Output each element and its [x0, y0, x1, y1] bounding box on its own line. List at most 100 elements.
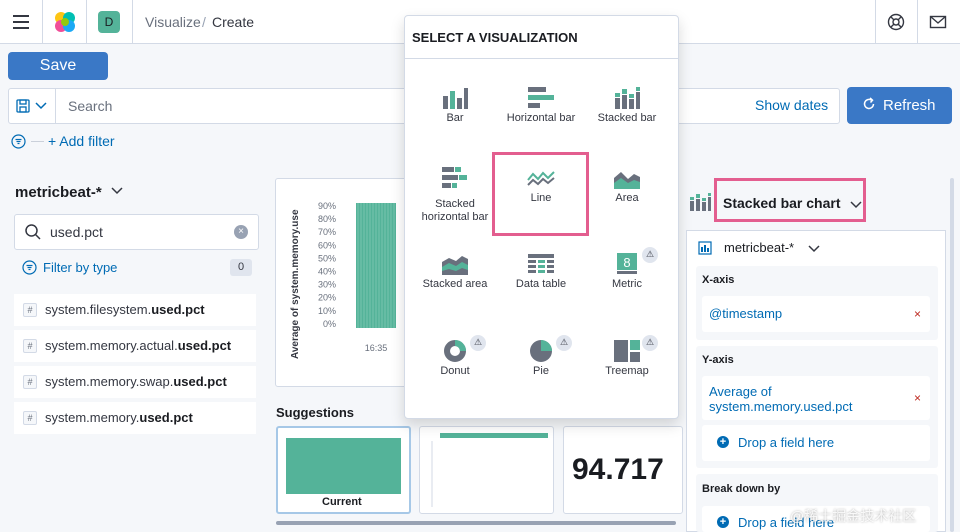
help-icon[interactable]: [887, 13, 905, 31]
line-chart-icon: [527, 171, 555, 186]
chart-x-tick: 16:35: [365, 343, 388, 353]
add-filter-button[interactable]: + Add filter: [48, 133, 115, 149]
remove-x-axis-icon[interactable]: ×: [914, 307, 922, 321]
chevron-down-icon[interactable]: [808, 242, 820, 254]
viz-option-label: Line: [530, 192, 552, 204]
index-pattern-selector[interactable]: metricbeat-*: [15, 184, 102, 201]
pie-icon: [530, 340, 552, 362]
field-search-value: used.pct: [50, 224, 103, 240]
chart-y-tick: 30%: [318, 280, 336, 290]
panel-scrollbar[interactable]: [950, 178, 954, 532]
chevron-down-icon: [35, 102, 47, 110]
suggestion-current[interactable]: [276, 426, 411, 514]
viz-option-label: Stacked bar: [597, 112, 657, 124]
drop-field-label[interactable]: Drop a field here: [738, 515, 835, 530]
filter-divider: —: [31, 133, 44, 148]
breadcrumb-visualize[interactable]: Visualize: [145, 14, 201, 30]
remove-y-axis-icon[interactable]: ×: [914, 391, 922, 405]
stacked-bar-icon: [615, 87, 640, 109]
horizontal-bar-icon: [528, 87, 554, 108]
field-search-input[interactable]: [14, 214, 259, 250]
show-dates-link[interactable]: Show dates: [755, 97, 829, 113]
x-axis-field[interactable]: @timestamp: [709, 306, 783, 321]
chart-y-tick: 50%: [318, 253, 336, 263]
chart-y-tick: 10%: [318, 306, 336, 316]
save-query-icon: [16, 99, 30, 113]
field-item[interactable]: # system.filesystem.used.pct: [14, 294, 256, 326]
field-item[interactable]: # system.memory.used.pct: [14, 402, 256, 434]
panel-index-pattern[interactable]: metricbeat-*: [724, 240, 795, 255]
popover-divider: [404, 58, 679, 59]
search-icon: [25, 224, 41, 240]
viz-option-label: Stacked horizontal bar: [421, 198, 489, 223]
data-table-icon: [528, 254, 554, 273]
mail-icon[interactable]: [929, 14, 947, 30]
suggestion-line-thumbnail: [431, 433, 548, 507]
viz-option-stacked-bar[interactable]: Stacked bar: [583, 72, 671, 152]
chevron-down-icon[interactable]: [850, 198, 862, 210]
chart-y-axis-label: Average of system.memory.use: [290, 209, 301, 359]
suggestions-scrollbar[interactable]: [276, 521, 676, 525]
svg-text:8: 8: [623, 255, 630, 270]
area-chart-icon: [614, 172, 640, 189]
viz-option-label: Pie: [533, 365, 549, 377]
field-name: system.filesystem.used.pct: [45, 302, 205, 317]
metric-icon: 8: [617, 253, 637, 274]
field-item[interactable]: # system.memory.actual.used.pct: [14, 330, 256, 362]
filter-type-icon: [22, 260, 37, 275]
elastic-logo-icon[interactable]: [52, 9, 78, 35]
viz-option-horizontal-bar[interactable]: Horizontal bar: [497, 72, 585, 152]
donut-icon: [444, 340, 466, 362]
breadcrumb-separator: /: [202, 14, 206, 30]
viz-option-label: Area: [615, 192, 639, 204]
field-item[interactable]: # system.memory.swap.used.pct: [14, 366, 256, 398]
chart-type-label[interactable]: Stacked bar chart: [723, 195, 841, 211]
drop-field-label[interactable]: Drop a field here: [738, 435, 835, 450]
index-pattern-icon: [698, 241, 712, 255]
chart-y-tick: 60%: [318, 240, 336, 250]
viz-option-area[interactable]: Area: [583, 152, 671, 232]
save-button[interactable]: Save: [8, 52, 108, 80]
viz-option-pie[interactable]: Pie: [497, 325, 585, 405]
viz-option-stacked-area[interactable]: Stacked area: [411, 238, 499, 318]
search-input[interactable]: Search: [68, 98, 113, 114]
clear-search-icon[interactable]: ×: [234, 225, 248, 239]
filter-by-type-button[interactable]: Filter by type: [43, 260, 118, 275]
space-avatar[interactable]: D: [98, 11, 120, 33]
viz-option-bar[interactable]: Bar: [411, 72, 499, 152]
stacked-area-icon: [442, 256, 468, 275]
y-axis-drop-zone[interactable]: [702, 425, 930, 461]
suggestion-metric[interactable]: [563, 426, 683, 514]
nav-divider: [917, 0, 918, 44]
number-field-icon: #: [23, 339, 37, 353]
chart-y-tick: 0%: [323, 319, 336, 329]
number-field-icon: #: [23, 303, 37, 317]
nav-divider: [42, 0, 43, 44]
y-axis-dimension[interactable]: [702, 376, 930, 420]
chart-type-switcher[interactable]: [714, 178, 866, 222]
viz-option-treemap[interactable]: Treemap: [583, 325, 671, 405]
y-axis-title: Y-axis: [702, 354, 734, 366]
beta-badge-icon: ⚠: [642, 247, 658, 263]
viz-option-donut[interactable]: Donut: [411, 325, 499, 405]
viz-option-label: Treemap: [605, 365, 649, 377]
chevron-down-icon[interactable]: [110, 184, 124, 198]
viz-option-line[interactable]: Line: [497, 152, 585, 232]
menu-icon[interactable]: [13, 15, 29, 29]
treemap-icon: [614, 340, 640, 362]
viz-option-label: Donut: [440, 365, 470, 377]
suggestion-line[interactable]: [419, 426, 554, 514]
y-axis-field[interactable]: Average of system.memory.used.pct: [709, 384, 853, 414]
viz-option-stacked-horizontal-bar[interactable]: Stacked horizontal bar: [411, 152, 499, 232]
breakdown-drop-zone[interactable]: [702, 506, 930, 532]
viz-option-metric[interactable]: 8 Metric: [583, 238, 671, 318]
filter-icon[interactable]: [11, 134, 26, 149]
x-axis-dimension[interactable]: [702, 296, 930, 332]
watermark: @稀土掘金技术社区: [790, 508, 917, 524]
chart-y-tick: 90%: [318, 201, 336, 211]
suggestions-title: Suggestions: [276, 405, 355, 420]
breadcrumb-create: Create: [212, 14, 255, 30]
saved-query-menu[interactable]: [8, 88, 56, 124]
viz-option-data-table[interactable]: Data table: [497, 238, 585, 318]
x-axis-title: X-axis: [702, 274, 735, 286]
